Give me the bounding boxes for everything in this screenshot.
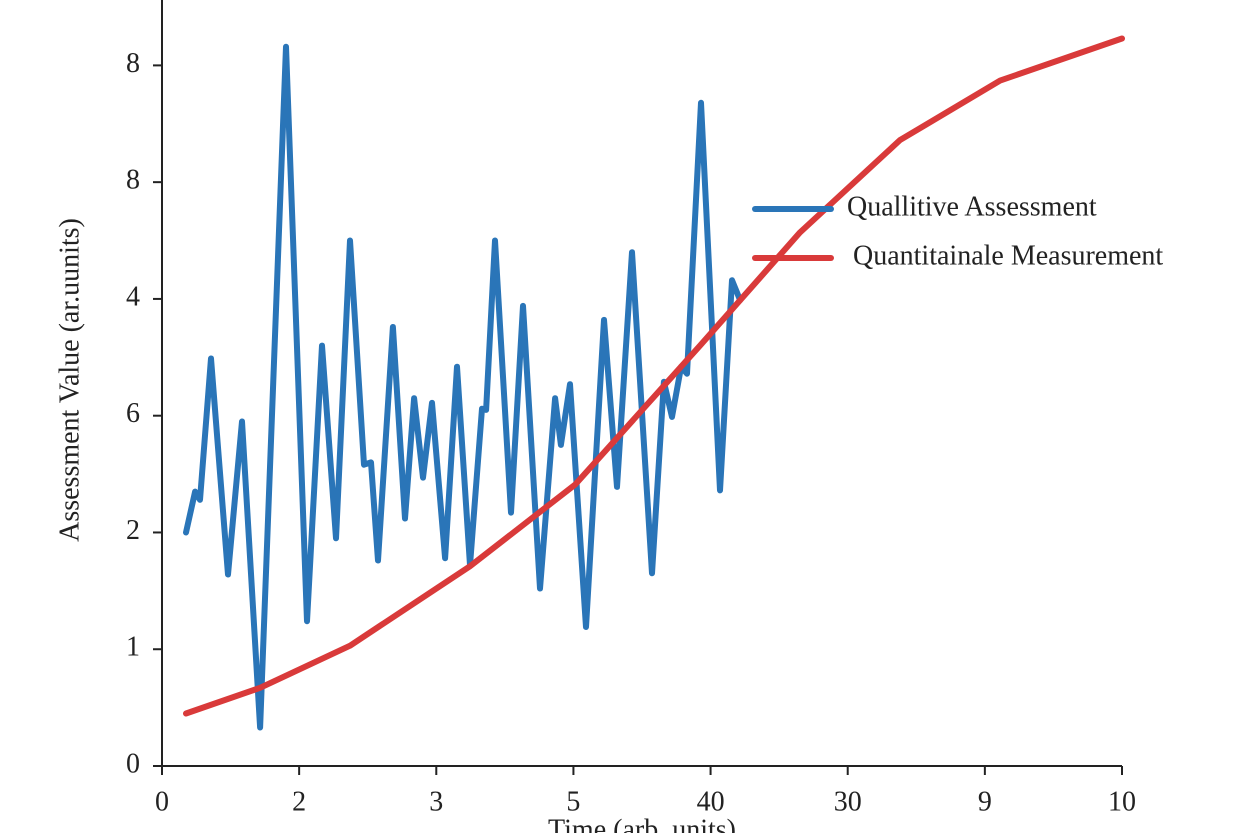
x-axis-title: Time (arb. units) — [548, 814, 736, 833]
y-tick-label: 8 — [126, 165, 140, 196]
legend-label: Quantitainale Measurement — [853, 240, 1163, 271]
x-tick-label: 3 — [429, 786, 443, 817]
data-line — [183, 35, 1125, 717]
y-axis-title: Assessment Value (ar.uunits) — [54, 218, 85, 542]
y-tick-label: 1 — [126, 632, 140, 663]
x-tick-label: 10 — [1108, 786, 1136, 817]
x-tick-label: 5 — [566, 786, 580, 817]
y-tick-label: 0 — [126, 748, 140, 779]
legend-label: Quallitive Assessment — [847, 191, 1097, 222]
x-tick-label: 2 — [292, 786, 306, 817]
y-tick-label: 6 — [126, 398, 140, 429]
y-tick-label: 2 — [126, 515, 140, 546]
x-tick-label: 9 — [978, 786, 992, 817]
data-line — [183, 43, 744, 731]
y-tick-label: 8 — [126, 48, 140, 79]
x-tick-label: 30 — [834, 786, 862, 817]
x-tick-label: 40 — [697, 786, 725, 817]
y-tick-label: 4 — [126, 281, 140, 312]
x-tick-label: 0 — [155, 786, 169, 817]
